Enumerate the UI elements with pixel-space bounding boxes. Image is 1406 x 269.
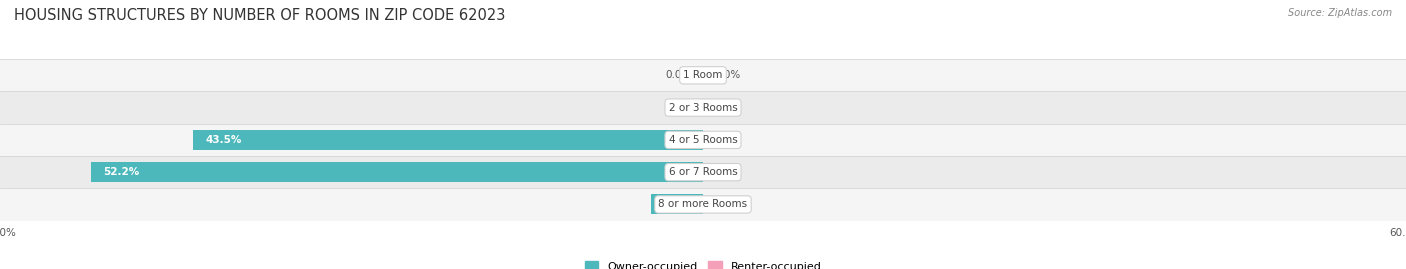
Text: 0.0%: 0.0% xyxy=(665,70,692,80)
Text: 0.0%: 0.0% xyxy=(714,167,741,177)
Text: 0.0%: 0.0% xyxy=(714,135,741,145)
Text: 0.0%: 0.0% xyxy=(714,102,741,113)
Bar xyxy=(0,91,1406,124)
Text: 6 or 7 Rooms: 6 or 7 Rooms xyxy=(669,167,737,177)
Text: 8 or more Rooms: 8 or more Rooms xyxy=(658,199,748,210)
Text: 0.0%: 0.0% xyxy=(714,70,741,80)
Bar xyxy=(0,188,1406,221)
Text: 4 or 5 Rooms: 4 or 5 Rooms xyxy=(669,135,737,145)
Text: 0.0%: 0.0% xyxy=(714,199,741,210)
Text: 0.0%: 0.0% xyxy=(665,102,692,113)
Text: 4.4%: 4.4% xyxy=(664,199,692,210)
Bar xyxy=(91,162,703,182)
Text: 2 or 3 Rooms: 2 or 3 Rooms xyxy=(669,102,737,113)
Text: 43.5%: 43.5% xyxy=(205,135,242,145)
Bar xyxy=(194,130,703,150)
Text: HOUSING STRUCTURES BY NUMBER OF ROOMS IN ZIP CODE 62023: HOUSING STRUCTURES BY NUMBER OF ROOMS IN… xyxy=(14,8,505,23)
Text: 52.2%: 52.2% xyxy=(103,167,139,177)
Text: Source: ZipAtlas.com: Source: ZipAtlas.com xyxy=(1288,8,1392,18)
Bar xyxy=(0,124,1406,156)
Bar xyxy=(651,194,703,214)
Text: 1 Room: 1 Room xyxy=(683,70,723,80)
Bar xyxy=(0,59,1406,91)
Legend: Owner-occupied, Renter-occupied: Owner-occupied, Renter-occupied xyxy=(581,257,825,269)
Bar xyxy=(0,156,1406,188)
